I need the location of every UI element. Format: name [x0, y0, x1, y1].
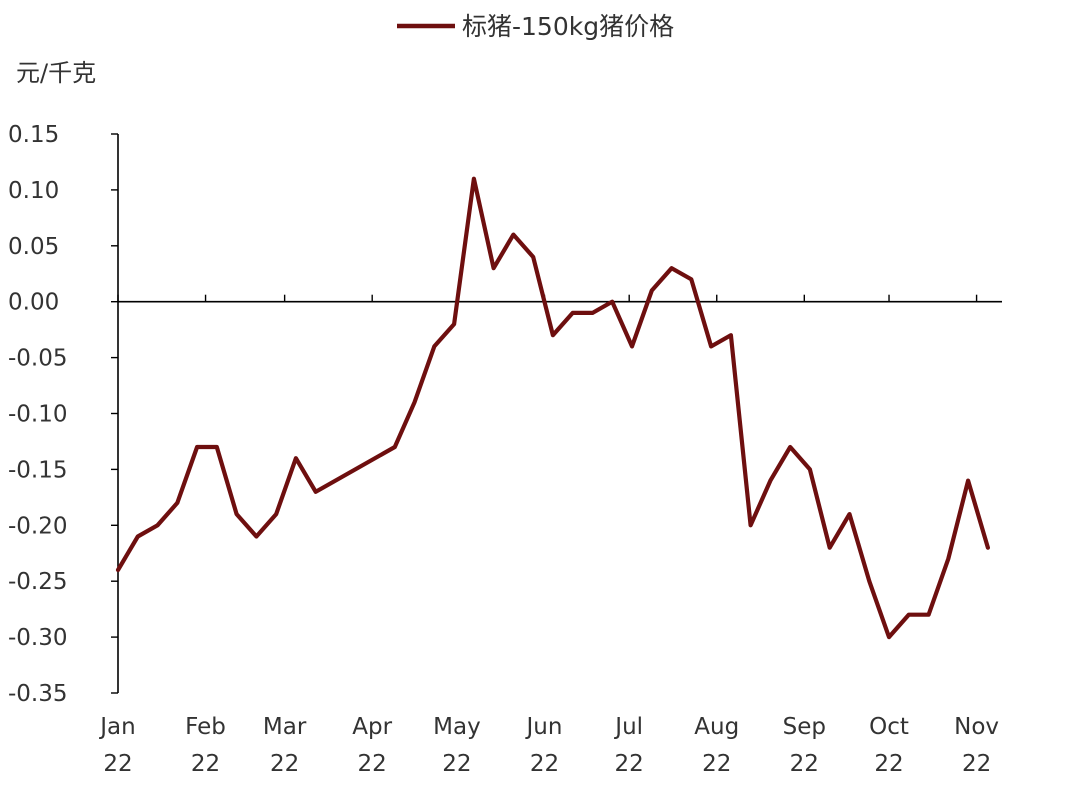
y-tick-label: -0.35: [8, 681, 68, 707]
x-tick-label-year: 22: [874, 751, 903, 777]
x-tick-label-month: Aug: [694, 714, 739, 740]
x-tick-label-year: 22: [790, 751, 819, 777]
legend-label: 标猪-150kg猪价格: [462, 12, 674, 41]
x-tick-label-month: Jan: [98, 714, 135, 740]
x-tick-label-month: Jun: [524, 714, 562, 740]
x-tick-label-month: Apr: [352, 714, 392, 740]
y-axis-ticks: 0.15 0.10 0.05 0.00 -0.05 -0.10 -0.15 -0.20 -0.2…: [8, 122, 118, 707]
x-axis-ticks: Jan 22 Feb 22 Mar 22 Apr 22 May 22 Jun 22 Jul 22 Aug 22…: [98, 294, 999, 777]
x-tick-label-year: 22: [442, 751, 471, 777]
x-tick-label-month: Oct: [869, 714, 909, 740]
y-tick-label: -0.20: [8, 513, 68, 539]
x-tick-label-year: 22: [962, 751, 991, 777]
x-tick-label-month: Jul: [613, 714, 643, 740]
x-tick-label-year: 22: [191, 751, 220, 777]
series-group: [115, 176, 991, 640]
y-tick-label: -0.05: [8, 346, 68, 372]
x-tick-label-year: 22: [702, 751, 731, 777]
x-tick-label-month: Mar: [263, 714, 307, 740]
y-tick-label: -0.30: [8, 625, 68, 651]
y-tick-label: 0.15: [8, 122, 59, 148]
series-line: [115, 176, 991, 640]
y-tick-label: 0.00: [8, 290, 59, 316]
x-tick-label-month: May: [433, 714, 481, 740]
axes: [117, 134, 1002, 693]
y-tick-label: 0.05: [8, 234, 59, 260]
x-tick-label-year: 22: [270, 751, 299, 777]
x-tick-label-month: Feb: [185, 714, 226, 740]
y-tick-label: -0.25: [8, 569, 68, 595]
y-tick-label: 0.10: [8, 178, 59, 204]
y-tick-label: -0.10: [8, 402, 68, 428]
x-tick-label-month: Sep: [783, 714, 826, 740]
x-tick-label-year: 22: [103, 751, 132, 777]
x-tick-label-month: Nov: [954, 714, 999, 740]
legend: 标猪-150kg猪价格: [397, 12, 674, 41]
y-tick-label: -0.15: [8, 457, 68, 483]
x-tick-label-year: 22: [615, 751, 644, 777]
x-tick-label-year: 22: [530, 751, 559, 777]
y-axis-unit-label: 元/千克: [16, 59, 96, 87]
x-tick-label-year: 22: [358, 751, 387, 777]
